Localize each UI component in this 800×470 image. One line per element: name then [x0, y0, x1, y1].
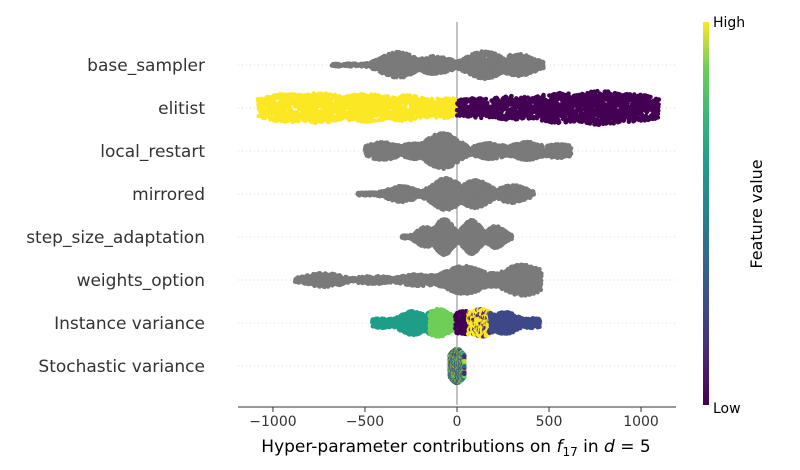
feature-swarm [363, 131, 573, 171]
swarm-point [656, 102, 660, 106]
swarm-point [484, 97, 488, 101]
swarm-point [657, 97, 661, 101]
swarm-point [541, 66, 545, 70]
swarm-point [509, 94, 513, 98]
swarm-point [450, 113, 454, 117]
swarm-points [256, 49, 661, 385]
feature-swarm [330, 49, 546, 81]
swarm-point [656, 108, 660, 112]
swarm-point [648, 95, 652, 99]
swarm-point [541, 60, 545, 64]
swarm-point [557, 120, 561, 124]
feature-swarm [256, 89, 661, 127]
